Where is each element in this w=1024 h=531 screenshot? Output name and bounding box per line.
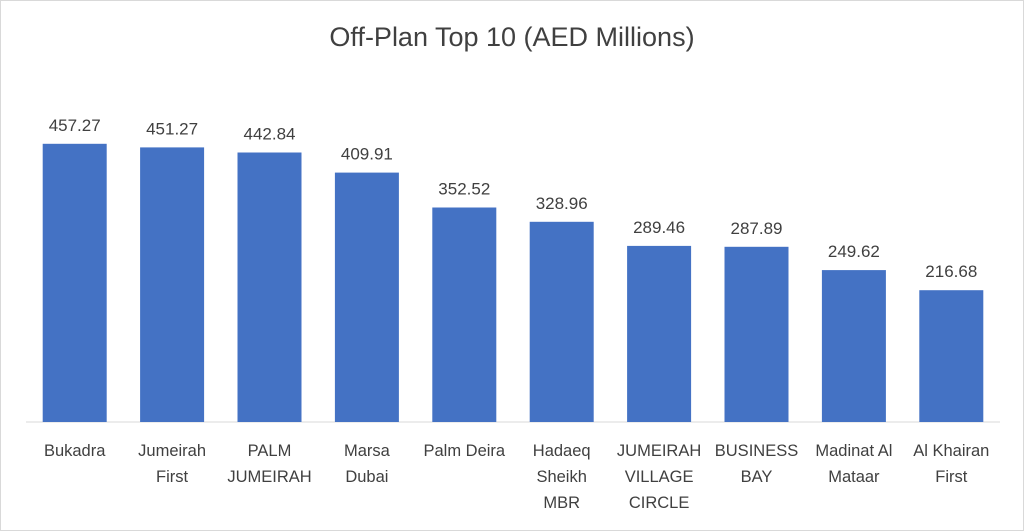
category-label-line: Hadaeq [532, 442, 591, 460]
category-label-line: Jumeirah [138, 442, 207, 460]
bar [432, 207, 497, 422]
category-label-line: Marsa [343, 442, 390, 460]
category-label-line: JUMEIRAH [616, 442, 702, 460]
category-label: Marsa Dubai [319, 438, 415, 490]
category-label: Bukadra [27, 438, 123, 464]
bar [627, 245, 692, 422]
data-label: 352.52 [438, 180, 490, 199]
data-label: 287.89 [731, 219, 783, 238]
category-label-line: Dubai [345, 468, 389, 486]
category-label-line: BAY [740, 468, 773, 486]
category-label-line: Mataar [828, 468, 880, 486]
category-label: Palm Deira [416, 438, 512, 464]
bar [237, 152, 302, 422]
data-label: 451.27 [146, 119, 198, 138]
category-label: Hadaeq Sheikh MBR [514, 438, 610, 516]
category-label: BUSINESS BAY [709, 438, 805, 490]
bar [334, 172, 399, 422]
category-label-line: First [156, 468, 189, 486]
bar [529, 221, 594, 422]
data-label: 409.91 [341, 145, 393, 164]
bar [724, 246, 789, 422]
category-label-line: Bukadra [43, 442, 106, 460]
category-label: Madinat Al Mataar [806, 438, 902, 490]
data-label: 216.68 [925, 262, 977, 281]
bar [919, 290, 984, 422]
data-label: 289.46 [633, 218, 685, 237]
category-label-line: PALM [247, 442, 292, 460]
category-label-line: Madinat Al [815, 442, 893, 460]
category-label: PALM JUMEIRAH [222, 438, 318, 490]
data-label: 328.96 [536, 194, 588, 213]
category-label-line: First [935, 468, 968, 486]
chart-title: Off-Plan Top 10 (AED Millions) [329, 22, 695, 52]
category-label-line: CIRCLE [628, 494, 690, 512]
category-label: Al Khairan First [903, 438, 999, 490]
category-label-line: Palm Deira [423, 442, 506, 460]
category-label-line: BUSINESS [714, 442, 799, 460]
bar [42, 143, 107, 423]
bar [140, 147, 205, 422]
data-label: 249.62 [828, 242, 880, 261]
category-label-line: Sheikh [536, 468, 587, 486]
category-label-line: JUMEIRAH [227, 468, 312, 486]
category-label-line: VILLAGE [624, 468, 694, 486]
bar [821, 270, 886, 422]
category-label-line: Al Khairan [913, 442, 990, 460]
category-label: Jumeirah First [124, 438, 220, 490]
data-label: 457.27 [49, 116, 101, 135]
data-label: 442.84 [244, 125, 296, 144]
category-label-line: MBR [543, 494, 581, 512]
category-label: JUMEIRAH VILLAGE CIRCLE [611, 438, 707, 516]
